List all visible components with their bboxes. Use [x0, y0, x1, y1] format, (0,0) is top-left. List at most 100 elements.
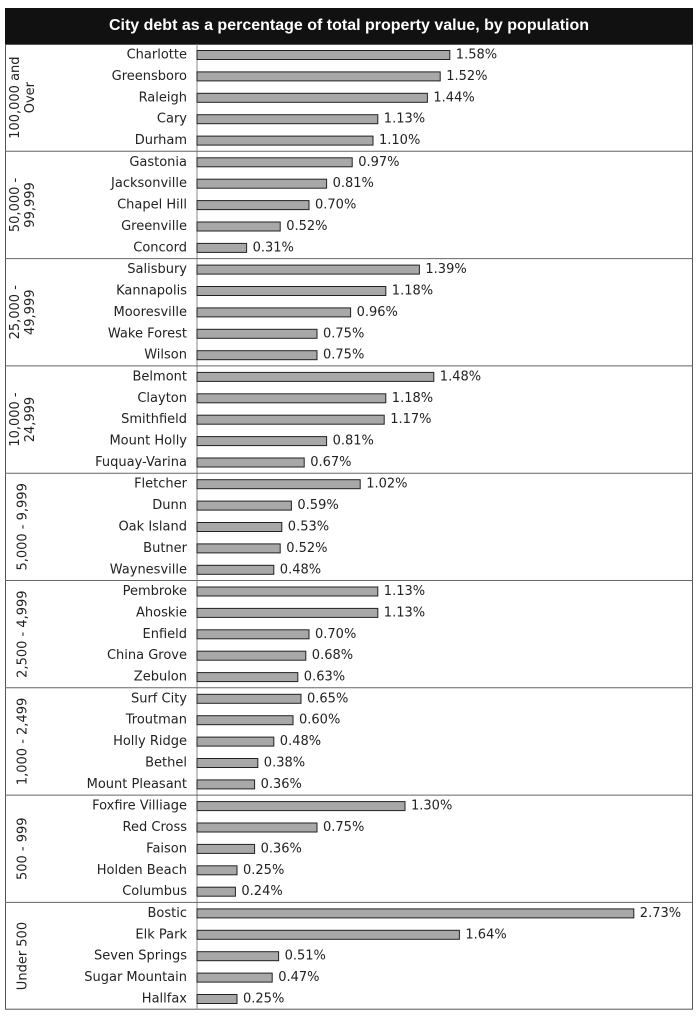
bar [196, 135, 374, 146]
data-label: 0.25% [243, 863, 284, 878]
bar [196, 350, 318, 361]
chart-plot: 100,000 and Over Charlotte 1.58% Greensboro 1… [5, 44, 693, 1010]
bar [196, 564, 275, 575]
group-label: 24,999 [23, 397, 38, 443]
bar [196, 715, 294, 726]
category-label: Greenville [121, 219, 187, 234]
bar [196, 672, 299, 683]
category-label: Fuquay-Varina [95, 455, 187, 470]
bar [196, 801, 406, 812]
data-label: 1.18% [392, 391, 433, 406]
bar [196, 50, 451, 60]
bar [196, 264, 420, 275]
category-label: Waynesville [110, 562, 187, 577]
bar [196, 951, 280, 962]
data-label: 0.75% [323, 348, 364, 363]
category-label: Concord [133, 240, 187, 255]
category-label: Greensboro [112, 69, 187, 84]
data-label: 1.30% [411, 799, 452, 814]
category-label: Faison [146, 841, 187, 856]
data-label: 0.96% [357, 305, 398, 320]
category-label: China Grove [107, 648, 187, 663]
bar [196, 972, 273, 983]
category-label: Sugar Mountain [84, 970, 187, 985]
bar [196, 436, 328, 447]
category-label: Mount Holly [109, 434, 187, 449]
data-label: 0.59% [297, 498, 338, 513]
data-label: 1.13% [384, 605, 425, 620]
chart: City debt as a percentage of total prope… [5, 8, 693, 1018]
category-label: Gastonia [129, 155, 187, 170]
panel-group: Under 500 Bostic 2.73% Elk Park 1.64% Seven S… [5, 901, 693, 1007]
bar [196, 393, 387, 404]
data-label: 1.18% [392, 284, 433, 299]
category-label: Bostic [147, 906, 187, 921]
data-label: 0.68% [312, 648, 353, 663]
data-label: 0.53% [288, 520, 329, 535]
chart-frame [5, 44, 693, 1010]
category-label: Seven Springs [94, 949, 187, 964]
category-label: Red Cross [123, 820, 188, 835]
bar [196, 414, 385, 425]
data-label: 0.63% [304, 670, 345, 685]
panel-group: 25,000 -49,999 Salisbury 1.39% Kannapolis 1.… [5, 258, 693, 363]
bar [196, 371, 435, 382]
data-label: 1.13% [384, 584, 425, 599]
category-label: Bethel [145, 756, 187, 771]
data-label: 0.52% [286, 541, 327, 556]
group-label: 100,000 and [8, 56, 23, 138]
data-label: 0.24% [241, 884, 282, 899]
panel-group: 10,000 -24,999 Belmont 1.48% Clayton 1.18% Sm… [5, 365, 693, 470]
category-label: Wake Forest [108, 326, 187, 341]
data-label: 1.48% [440, 369, 481, 384]
panel-group: 500 - 999 Foxfire Villiage 1.30% Red Cross 0… [5, 794, 693, 899]
bar [196, 328, 318, 339]
category-label: Troutman [125, 713, 187, 728]
data-label: 1.44% [433, 90, 474, 105]
group-label: 1,000 - 2,499 [16, 698, 31, 785]
category-label: Mount Pleasant [87, 777, 187, 792]
bar [196, 500, 292, 511]
data-label: 0.52% [286, 219, 327, 234]
bar [196, 650, 307, 661]
bar [196, 908, 635, 919]
category-label: Chapel Hill [117, 198, 187, 213]
data-label: 0.60% [299, 713, 340, 728]
data-label: 0.25% [243, 992, 284, 1007]
group-label: 2,500 - 4,999 [16, 590, 31, 677]
category-label: Columbus [122, 884, 187, 899]
group-label: Over [23, 81, 38, 113]
category-label: Oak Island [118, 520, 187, 535]
bar [196, 157, 353, 168]
category-label: Ahoskie [136, 605, 187, 620]
data-label: 0.81% [333, 176, 374, 191]
category-label: Salisbury [127, 262, 187, 277]
data-label: 0.75% [323, 326, 364, 341]
bar [196, 629, 310, 640]
category-label: Elk Park [135, 927, 187, 942]
category-label: Kannapolis [116, 284, 187, 299]
bar [196, 607, 379, 618]
category-label: Belmont [133, 369, 187, 384]
bar [196, 758, 259, 768]
group-label: 500 - 999 [16, 817, 31, 880]
data-label: 0.70% [315, 627, 356, 642]
category-label: Pembroke [123, 584, 187, 599]
bar [196, 286, 387, 296]
category-label: Holly Ridge [113, 734, 187, 749]
data-label: 0.38% [264, 756, 305, 771]
group-label: 99,999 [23, 182, 38, 228]
bar [196, 200, 310, 211]
chart-title: City debt as a percentage of total prope… [5, 8, 693, 44]
category-label: Butner [143, 541, 187, 556]
data-label: 0.67% [310, 455, 351, 470]
bar [196, 822, 318, 833]
data-label: 0.47% [278, 970, 319, 985]
category-label: Jacksonville [110, 176, 187, 191]
data-label: 0.70% [315, 198, 356, 213]
bar [196, 886, 236, 897]
bar [196, 779, 256, 790]
data-label: 1.58% [456, 48, 497, 63]
category-label: Holden Beach [97, 863, 187, 878]
data-label: 1.39% [425, 262, 466, 277]
